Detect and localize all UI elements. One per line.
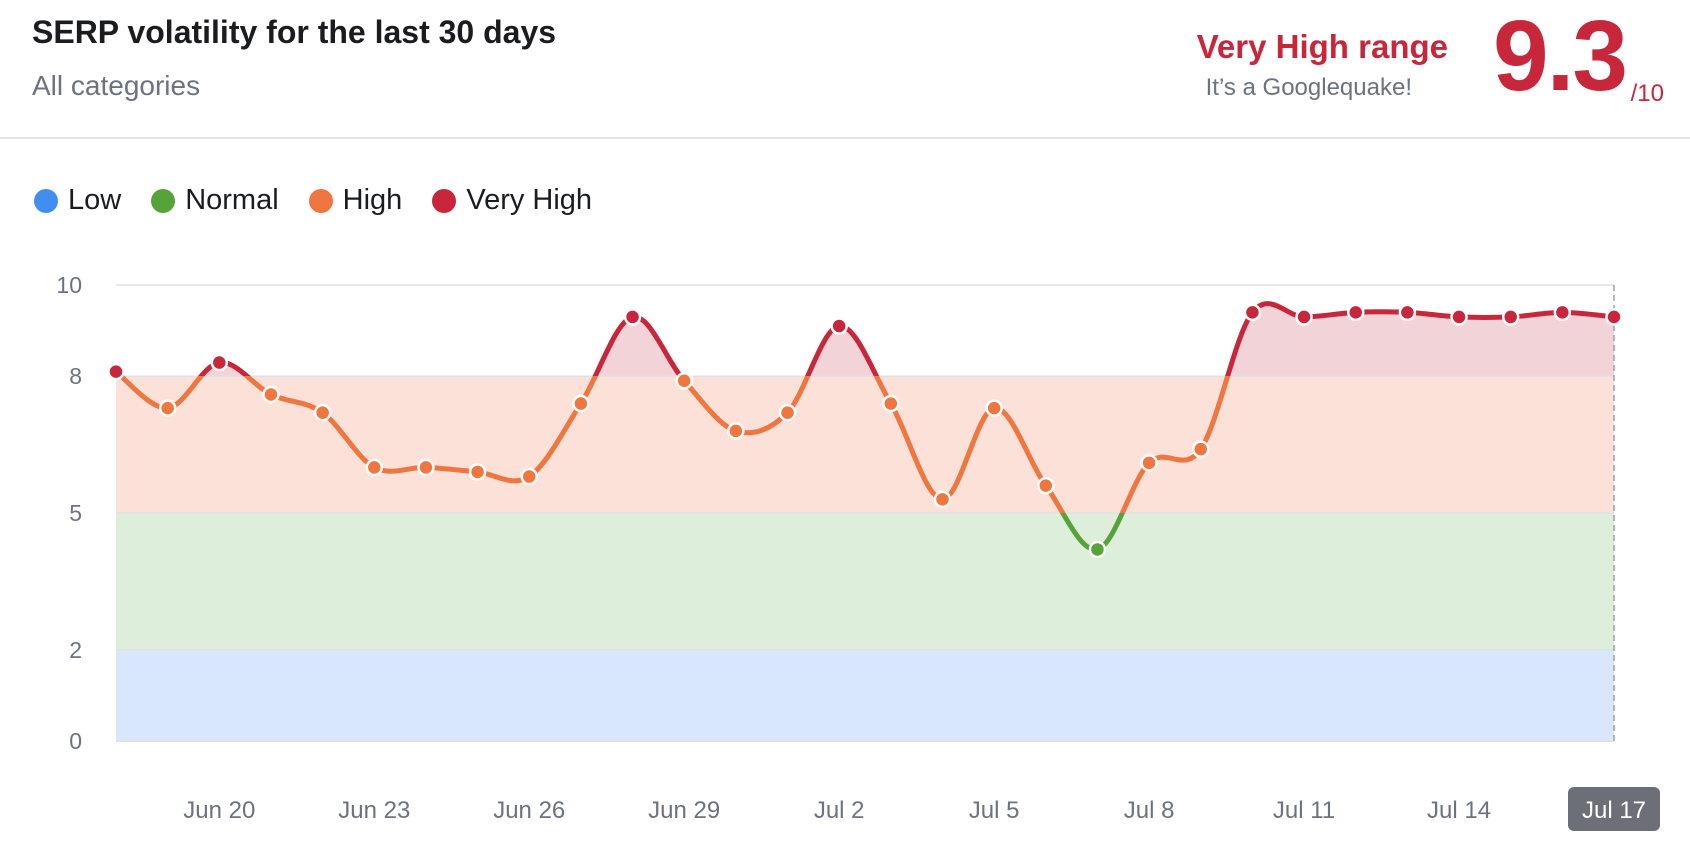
data-point [882,394,900,413]
data-point [1501,308,1520,326]
volatility-score-max: /10 [1630,80,1664,107]
series-line [113,301,1617,377]
x-tick-label: Jun 29 [648,797,720,824]
data-point [933,490,952,509]
data-point [468,463,487,481]
legend-dot-icon [34,188,58,213]
band-low [116,649,1614,741]
x-tick-label: Jul 5 [969,797,1020,824]
x-tick-label: Jul 11 [1273,797,1335,824]
data-point [623,308,642,326]
data-point [417,458,435,477]
data-point [572,394,590,413]
data-point [1398,303,1417,322]
data-point [727,422,745,440]
data-point [313,403,332,422]
legend-dot-icon [151,188,176,213]
volatility-score: 9.3 [1492,0,1628,112]
data-point [830,317,848,335]
data-point [778,403,797,422]
data-point [1346,303,1365,322]
x-tick-label: Jul 8 [1124,797,1175,824]
legend-item-high[interactable]: High [308,184,403,217]
y-tick-label: 10 [56,272,82,298]
y-tick-label: 0 [69,728,82,754]
data-point [520,467,538,486]
legend-item-normal[interactable]: Normal [151,184,279,217]
range-description: It’s a Googlequake! [1205,74,1412,101]
y-tick-label: 8 [69,363,82,389]
x-label-highlight [1568,787,1660,831]
very-high-area [116,303,1614,377]
x-tick-label: Jun 20 [183,797,255,824]
data-point [675,372,693,390]
x-tick-label: Jun 23 [338,797,410,824]
data-point [1192,440,1210,458]
band-high [116,376,1614,513]
data-point [1295,308,1313,326]
legend-dot-icon [308,188,333,213]
legend-label: High [342,184,403,216]
band-normal [116,513,1614,650]
data-point [1605,308,1623,326]
data-point [210,353,229,372]
legend-item-very-high[interactable]: Very High [432,184,592,217]
data-point [1037,476,1055,495]
data-point [1088,540,1107,559]
data-point [158,399,177,417]
header: SERP volatility for the last 30 days All… [0,0,1690,139]
legend-label: Normal [185,184,279,216]
legend-item-low[interactable]: Low [34,184,121,217]
legend-label: Low [68,184,122,216]
data-point [1450,308,1468,326]
data-point [107,362,125,381]
data-point [1140,454,1158,472]
legend-dot-icon [432,188,457,213]
legend-label: Very High [466,184,593,216]
legend: Low Normal High Very High [34,184,622,217]
data-point [365,458,384,477]
y-tick-label: 5 [69,500,82,526]
range-label: Very High range [1196,28,1448,65]
y-tick-label: 2 [69,637,82,663]
category-subtitle: All categories [32,70,201,101]
chart-title: SERP volatility for the last 30 days [32,14,557,50]
data-point [1243,303,1262,322]
x-tick-label: Jul 17 [1582,797,1646,824]
data-point [1553,303,1572,322]
x-tick-label: Jul 14 [1427,797,1491,824]
data-point [262,385,280,404]
x-tick-label: Jul 2 [814,797,865,824]
data-point [985,399,1003,417]
x-tick-label: Jun 26 [493,797,565,824]
